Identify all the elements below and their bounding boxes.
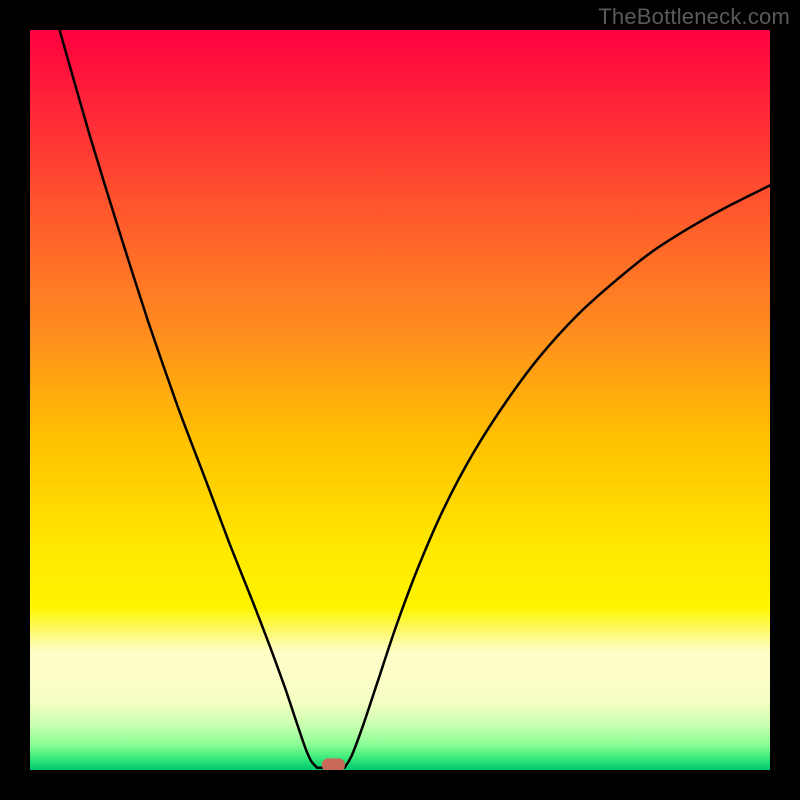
optimum-marker (322, 758, 345, 771)
chart-container: TheBottleneck.com (0, 0, 800, 800)
bottleneck-chart (0, 0, 800, 800)
watermark-text: TheBottleneck.com (598, 4, 790, 30)
plot-background (30, 30, 770, 770)
